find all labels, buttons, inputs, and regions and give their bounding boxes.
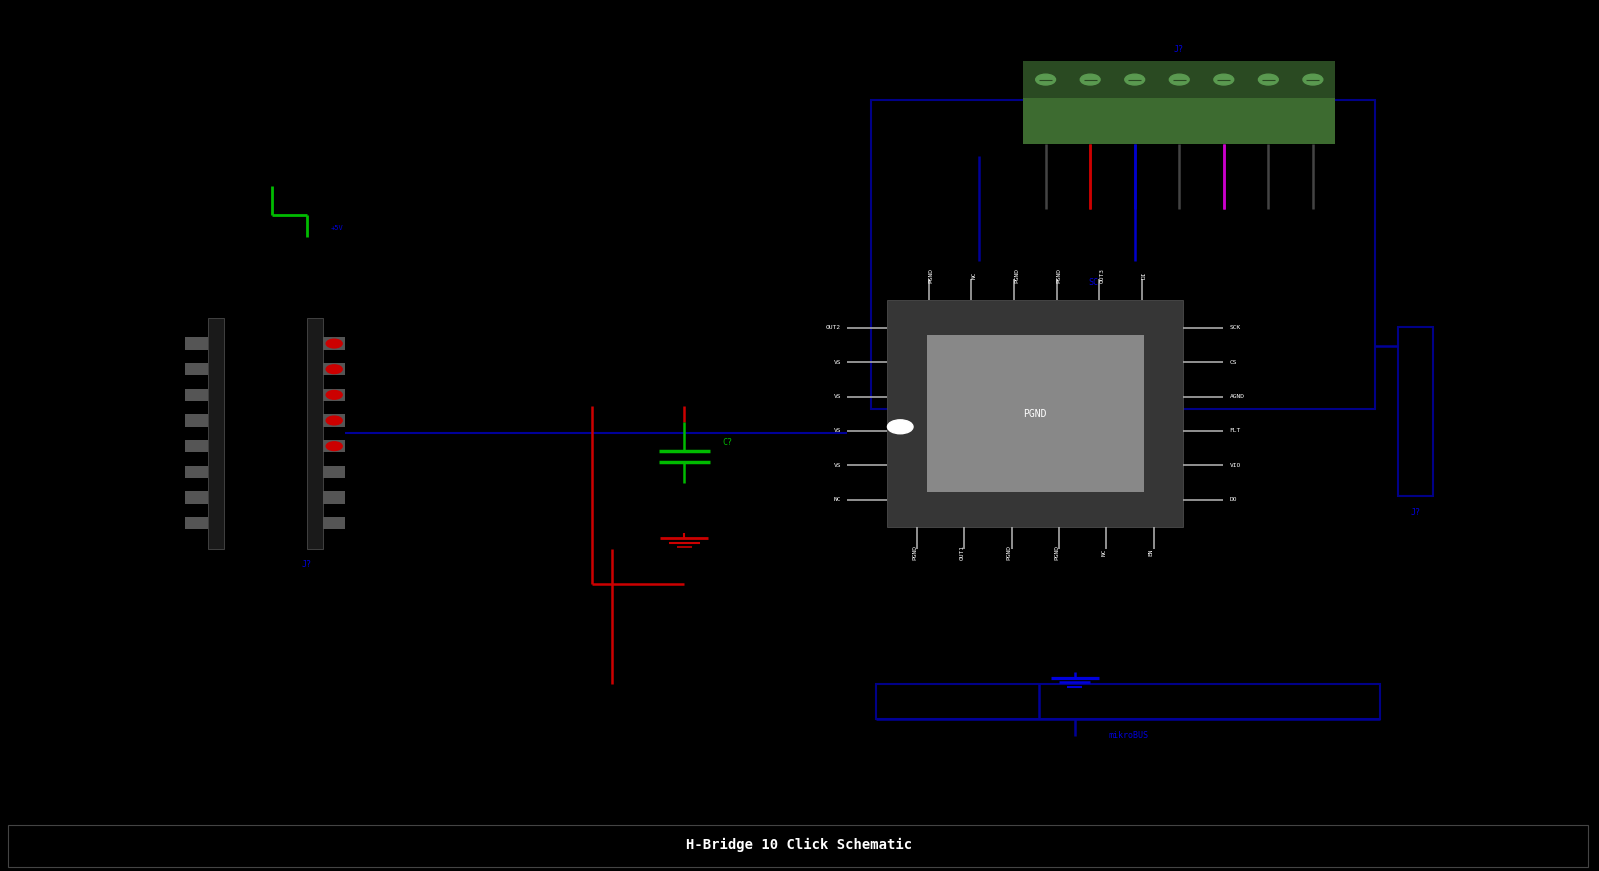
Bar (927, 335, 1145, 492)
Bar (323, 415, 345, 427)
Circle shape (1300, 72, 1327, 87)
Text: +5V: +5V (331, 226, 344, 231)
Text: C?: C? (723, 438, 732, 447)
Text: OUT1: OUT1 (959, 544, 964, 560)
Text: DO: DO (1230, 497, 1238, 503)
Text: PGND: PGND (1054, 544, 1059, 560)
Text: PGND: PGND (1023, 408, 1047, 419)
Text: OUT3: OUT3 (1099, 267, 1105, 283)
Bar (871, 100, 1375, 409)
Bar (323, 491, 345, 503)
Text: NC: NC (1102, 549, 1107, 556)
Circle shape (326, 339, 342, 348)
Bar (307, 318, 323, 549)
Text: SC: SC (1089, 278, 1099, 287)
Bar (323, 517, 345, 530)
Text: FLT: FLT (1230, 429, 1241, 434)
Bar (323, 388, 345, 401)
Circle shape (887, 420, 913, 434)
Bar (1023, 61, 1335, 98)
Text: DI: DI (1142, 272, 1146, 279)
Bar (185, 388, 208, 401)
Text: VIO: VIO (1230, 463, 1241, 468)
Bar (185, 337, 208, 349)
Circle shape (1169, 74, 1190, 85)
Text: PGND: PGND (1007, 544, 1012, 560)
Text: PGND: PGND (1014, 267, 1019, 283)
Circle shape (326, 442, 342, 450)
Text: NC: NC (972, 272, 977, 279)
Circle shape (1258, 74, 1278, 85)
Text: J?: J? (1174, 45, 1183, 54)
Bar (887, 300, 1183, 527)
Bar (185, 517, 208, 530)
Text: SCK: SCK (1230, 325, 1241, 330)
Text: PGND: PGND (929, 267, 934, 283)
Text: VS: VS (833, 394, 841, 399)
Bar (323, 363, 345, 375)
Text: AGND: AGND (1230, 394, 1244, 399)
Bar (1398, 327, 1433, 496)
Bar (323, 337, 345, 349)
Text: VS: VS (833, 429, 841, 434)
Text: H-Bridge 10 Click Schematic: H-Bridge 10 Click Schematic (686, 838, 913, 852)
Bar (185, 466, 208, 478)
Text: VS: VS (833, 360, 841, 365)
Circle shape (1214, 74, 1234, 85)
Circle shape (1076, 72, 1103, 87)
Bar (185, 415, 208, 427)
Text: mikroBUS: mikroBUS (1108, 731, 1150, 739)
Circle shape (1081, 74, 1100, 85)
Circle shape (1124, 74, 1145, 85)
Bar (876, 684, 1380, 719)
Bar (323, 466, 345, 478)
Circle shape (326, 390, 342, 399)
Circle shape (1031, 72, 1059, 87)
Bar (1023, 61, 1335, 144)
Bar (323, 440, 345, 452)
Text: EN: EN (1148, 549, 1154, 556)
Circle shape (326, 416, 342, 425)
Bar (208, 318, 224, 549)
Text: OUT2: OUT2 (827, 325, 841, 330)
Bar (185, 491, 208, 503)
Circle shape (1121, 72, 1148, 87)
Text: J?: J? (302, 560, 312, 569)
Circle shape (1255, 72, 1282, 87)
Circle shape (1210, 72, 1238, 87)
Text: J?: J? (1410, 508, 1420, 517)
Text: PGND: PGND (911, 544, 918, 560)
Text: VS: VS (833, 463, 841, 468)
Text: NC: NC (833, 497, 841, 503)
Bar (185, 363, 208, 375)
Bar (8, 825, 1588, 867)
Bar (185, 440, 208, 452)
Circle shape (1036, 74, 1055, 85)
Circle shape (1303, 74, 1322, 85)
Text: CS: CS (1230, 360, 1238, 365)
Text: PGND: PGND (1057, 267, 1062, 283)
Circle shape (326, 365, 342, 374)
Circle shape (1166, 72, 1193, 87)
